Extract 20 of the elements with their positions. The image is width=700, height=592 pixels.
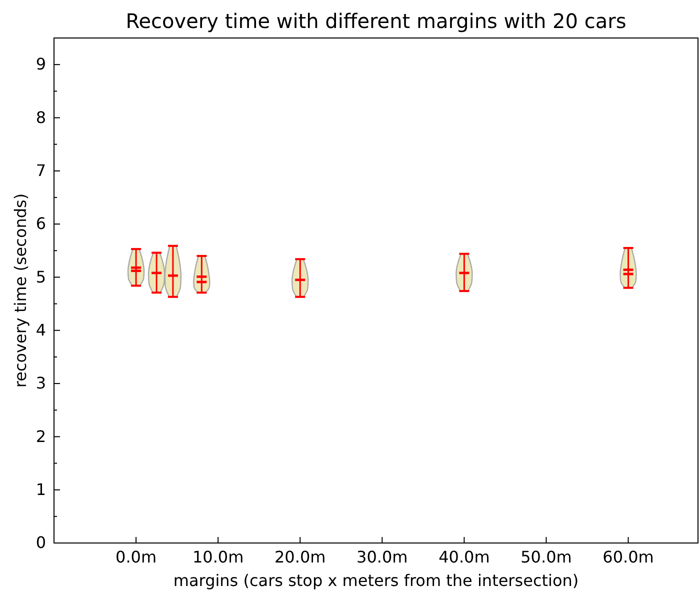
x-tick-label: 60.0m (602, 547, 654, 566)
x-tick-label: 20.0m (274, 547, 326, 566)
x-tick-label: 0.0m (116, 547, 157, 566)
x-tick-label: 30.0m (356, 547, 408, 566)
y-tick-label: 7 (36, 161, 46, 180)
y-tick-label: 0 (36, 533, 46, 552)
y-tick-label: 6 (36, 214, 46, 234)
y-tick-label: 9 (36, 54, 46, 74)
y-tick-label: 3 (36, 374, 46, 393)
x-tick-label: 50.0m (520, 547, 572, 566)
y-tick-label: 2 (36, 426, 46, 446)
x-tick-label: 40.0m (438, 547, 490, 566)
y-axis-title: recovery time (seconds) (11, 193, 30, 388)
x-axis-title: margins (cars stop x meters from the intersection) (173, 571, 579, 590)
y-tick-label: 5 (36, 267, 46, 286)
x-tick-label: 10.0m (192, 547, 244, 566)
chart-title: Recovery time with different margins with 20 cars (126, 9, 626, 33)
y-tick-label: 8 (36, 108, 46, 127)
y-tick-label: 1 (36, 480, 46, 499)
y-tick-label: 4 (36, 320, 46, 340)
